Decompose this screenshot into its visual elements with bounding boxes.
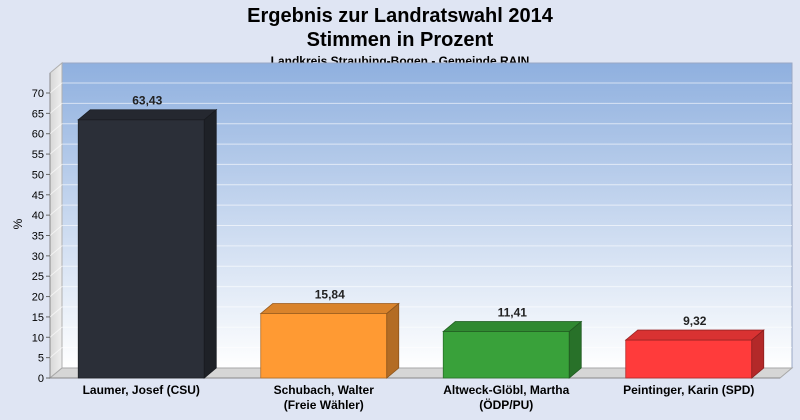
gridline bbox=[49, 123, 792, 135]
gridline bbox=[49, 184, 792, 196]
gridline bbox=[49, 204, 792, 216]
bar-top bbox=[77, 109, 218, 121]
gridline bbox=[49, 306, 792, 318]
y-tick-label: 65 bbox=[32, 108, 44, 120]
bar bbox=[442, 331, 570, 379]
y-tick-label: 60 bbox=[32, 129, 44, 141]
y-tick-label: 5 bbox=[38, 353, 44, 365]
chart-title-line2: Stimmen in Prozent bbox=[306, 29, 494, 51]
y-tick-label: 10 bbox=[32, 332, 44, 344]
bar-side bbox=[203, 108, 217, 379]
data-label: 11,41 bbox=[498, 306, 528, 320]
y-tick-label: 30 bbox=[32, 251, 44, 263]
bar bbox=[77, 119, 205, 379]
y-tick-label: 70 bbox=[32, 88, 44, 100]
y-tick-label: 25 bbox=[32, 271, 44, 283]
gridline bbox=[49, 143, 792, 155]
x-tick-label: Laumer, Josef (CSU) bbox=[83, 383, 200, 397]
x-tick-label: (Freie Wähler) bbox=[284, 398, 364, 412]
gridline bbox=[49, 82, 792, 94]
gridline bbox=[49, 286, 792, 297]
gridline bbox=[49, 163, 792, 175]
gridline bbox=[49, 225, 792, 236]
x-tick-label: Schubach, Walter bbox=[274, 383, 375, 397]
gridline bbox=[49, 265, 792, 277]
y-tick-label: 45 bbox=[32, 190, 44, 202]
y-axis-label: % bbox=[11, 218, 25, 229]
y-tick-label: 35 bbox=[32, 231, 44, 243]
bar-side bbox=[386, 302, 400, 379]
bar-top bbox=[442, 321, 583, 332]
x-tick-label: Peintinger, Karin (SPD) bbox=[623, 383, 754, 397]
bar-top bbox=[624, 329, 765, 341]
plot-left-wall bbox=[49, 61, 63, 380]
data-label: 15,84 bbox=[315, 288, 345, 302]
bar-side bbox=[568, 320, 582, 379]
gridline bbox=[49, 102, 792, 114]
data-label: 63,43 bbox=[132, 94, 162, 108]
y-tick-label: 0 bbox=[38, 373, 44, 385]
bar bbox=[625, 339, 753, 379]
y-tick-label: 50 bbox=[32, 169, 44, 181]
x-tick-label: Altweck-Glöbl, Martha bbox=[443, 383, 569, 397]
y-tick-label: 15 bbox=[32, 312, 44, 324]
chart-title: Ergebnis zur Landratswahl 2014 bbox=[247, 5, 553, 27]
bar-side bbox=[751, 329, 765, 379]
gridline bbox=[49, 245, 792, 257]
bar bbox=[260, 313, 388, 379]
bar-top bbox=[259, 303, 400, 314]
y-tick-label: 40 bbox=[32, 210, 44, 222]
x-tick-label: (ÖDP/PU) bbox=[479, 397, 533, 412]
data-label: 9,32 bbox=[683, 314, 707, 328]
y-tick-label: 55 bbox=[32, 149, 44, 161]
y-tick-label: 20 bbox=[32, 292, 44, 304]
